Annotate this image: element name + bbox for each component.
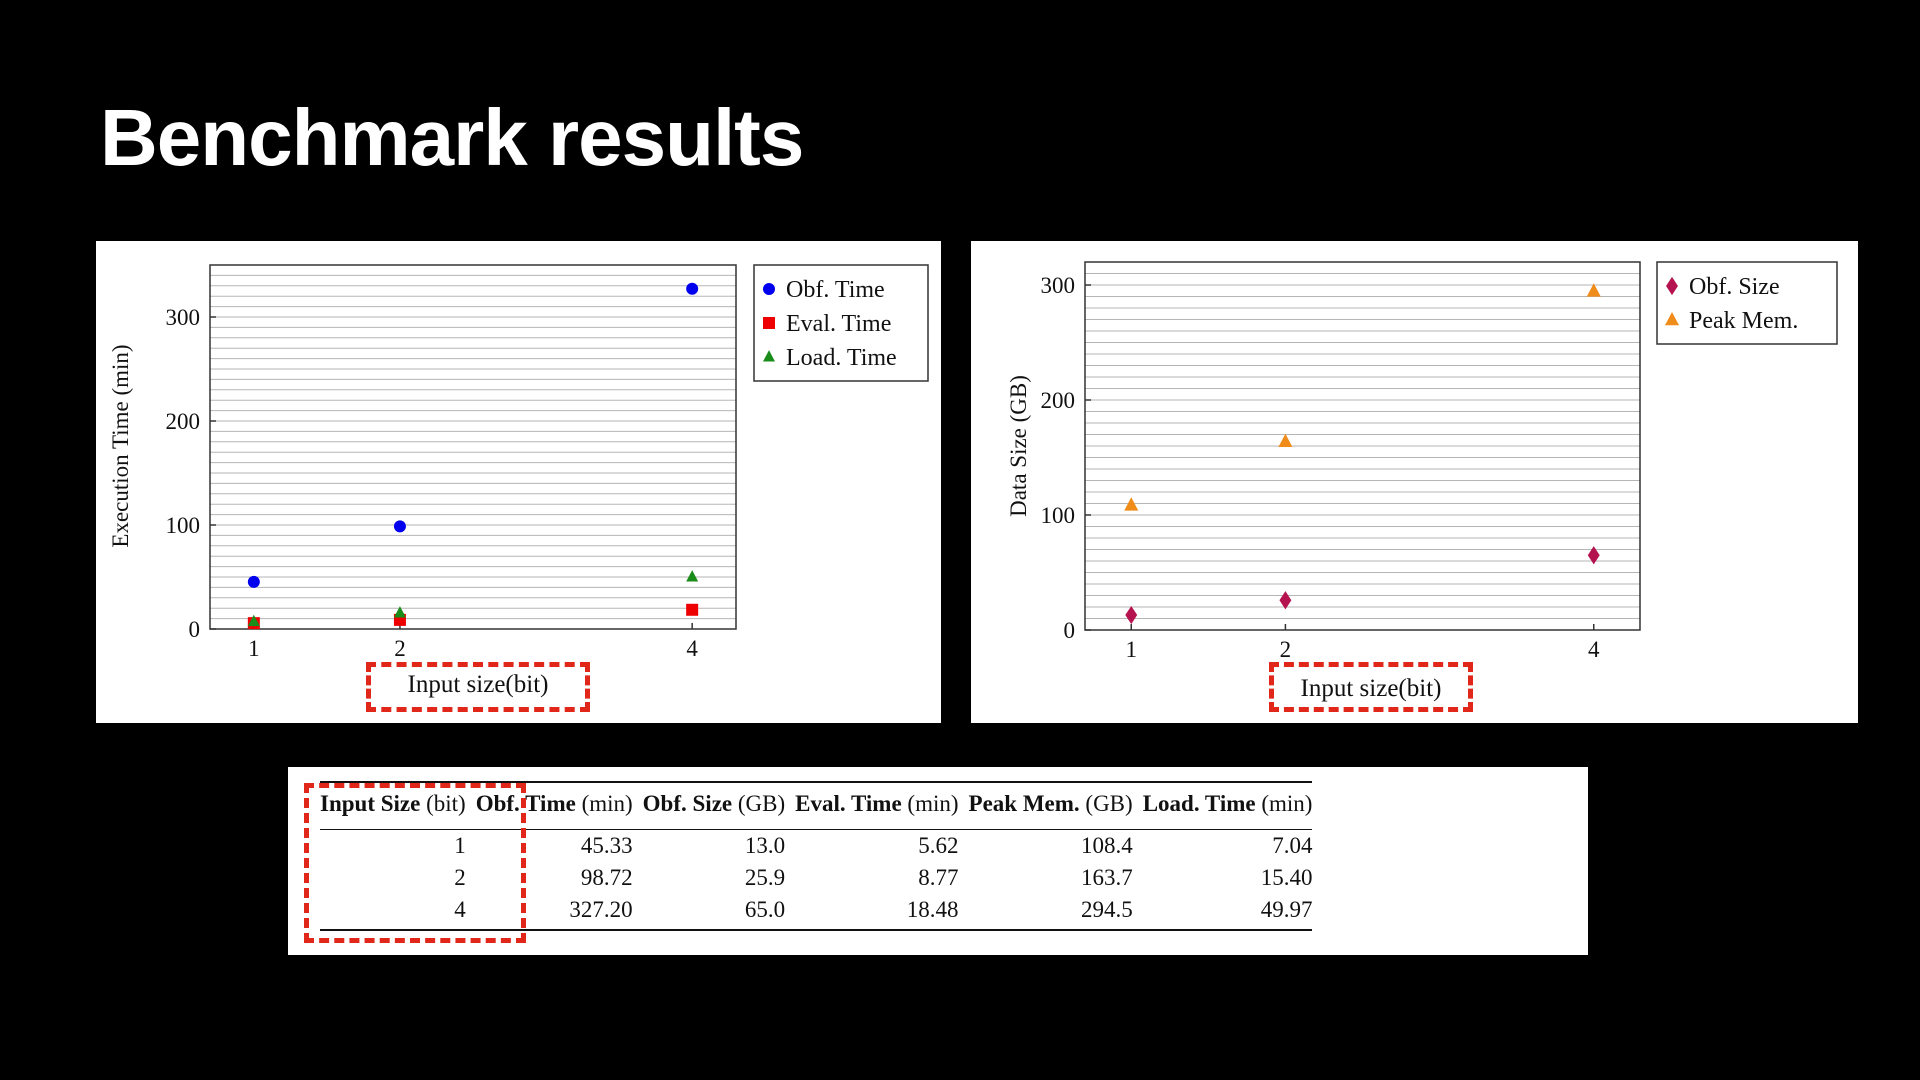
- data-point-load-time: [247, 614, 260, 627]
- table-cell: 5.62: [918, 833, 959, 858]
- legend-marker: [763, 283, 775, 295]
- benchmark-table: Input Size (bit) Obf. Time (min) Obf. Size…: [320, 781, 1313, 931]
- header-unit: (bit): [420, 791, 466, 816]
- data-point-obf-time: [247, 575, 260, 588]
- table-header-cell: Load. Time (min): [1132, 781, 1313, 830]
- legend-label: Eval. Time: [786, 311, 891, 337]
- data-point-peak-mem: [1124, 497, 1139, 511]
- legend-marker: [1665, 311, 1679, 326]
- table-cell: 294.5: [958, 894, 1133, 931]
- header-name: Eval. Time: [795, 791, 902, 816]
- legend-box: [1656, 261, 1838, 345]
- legend-marker: [763, 317, 775, 329]
- table-header-cell: Obf. Size (GB): [632, 781, 786, 830]
- legend-label: Obf. Size: [1689, 274, 1780, 300]
- data-point-obf-size: [1587, 546, 1600, 565]
- table-header-cell: Eval. Time (min): [785, 781, 959, 830]
- table-row: 2 98.72 25.9 8.77 163.7 15.40: [320, 862, 1312, 894]
- table-cell: 98.72: [580, 865, 633, 890]
- header-unit: (min): [575, 791, 633, 816]
- y-axis-label: Data Size (GB): [1006, 375, 1031, 517]
- table-cell: 45.33: [580, 833, 633, 858]
- data-point-obf-time: [393, 520, 406, 533]
- table-header-cell: Input Size (bit): [320, 781, 466, 830]
- table-cell: 65.0: [632, 894, 786, 931]
- data-point-load-time: [686, 570, 699, 582]
- y-tick-label: 0: [189, 617, 201, 642]
- x-axis-label: Input size(bit): [408, 671, 549, 698]
- data-point-peak-mem: [1278, 433, 1293, 447]
- y-tick-label: 300: [1041, 273, 1076, 298]
- x-tick-label: 4: [1588, 637, 1600, 662]
- table-cell: 108.4: [1080, 833, 1133, 858]
- table-cell: 4: [320, 894, 466, 931]
- header-name: Load. Time: [1142, 791, 1256, 816]
- table-cell: 18.48: [785, 894, 959, 931]
- header-name: Input Size: [320, 791, 421, 816]
- benchmark-table-panel: Input Size (bit) Obf. Time (min) Obf. Size…: [288, 767, 1588, 955]
- data-point-peak-mem: [1586, 283, 1601, 297]
- data-point-obf-size: [1125, 605, 1138, 625]
- data-size-chart: 0 100 200 300 1 2 4 Data Size (GB) Input size(bi…: [1006, 261, 1838, 702]
- data-point-eval-time: [686, 603, 699, 616]
- legend-label: Obf. Time: [786, 277, 885, 303]
- execution-time-chart: 0 100 200 300 1 2 4 Execution Time (min) Input s…: [108, 264, 929, 698]
- x-tick-label: 4: [686, 636, 698, 661]
- table-cell: 163.7: [1080, 865, 1133, 890]
- table-header-cell: Peak Mem. (GB): [958, 781, 1133, 830]
- table-cell: 15.40: [1260, 865, 1313, 890]
- table-cell: 2: [454, 865, 466, 890]
- table-cell: 1: [454, 833, 466, 858]
- xlabel-highlight-box: [366, 662, 590, 712]
- y-tick-label: 100: [166, 513, 201, 538]
- table-cell: 327.20: [465, 894, 633, 931]
- table-cell: 25.9: [744, 865, 786, 890]
- data-size-chart-panel: 0 100 200 300 1 2 4 Data Size (GB) Input size(bi…: [971, 241, 1858, 723]
- x-axis-label: Input size(bit): [1301, 675, 1442, 702]
- table-cell: 7.04: [1272, 833, 1313, 858]
- table-cell: 8.77: [918, 865, 959, 890]
- header-name: Peak Mem.: [968, 791, 1080, 816]
- header-name: Obf. Size: [642, 791, 733, 816]
- table-cell: 49.97: [1132, 894, 1313, 931]
- y-tick-label: 300: [166, 305, 201, 330]
- table-header-row: Input Size (bit) Obf. Time (min) Obf. Size…: [320, 781, 1313, 830]
- header-unit: (GB): [1079, 791, 1133, 816]
- xlabel-highlight-box: [1269, 662, 1473, 712]
- x-tick-label: 1: [248, 636, 259, 661]
- legend-label: Load. Time: [786, 345, 897, 371]
- legend-box: [753, 264, 929, 382]
- execution-time-chart-panel: 0 100 200 300 1 2 4 Execution Time (min) Input s…: [96, 241, 941, 723]
- data-point-load-time: [393, 606, 406, 618]
- legend-label: Peak Mem.: [1689, 308, 1798, 334]
- header-unit: (min): [1255, 791, 1313, 816]
- legend-marker: [1666, 276, 1678, 296]
- x-tick-label: 1: [1126, 637, 1138, 662]
- legend-marker: [763, 350, 775, 362]
- y-tick-label: 200: [1041, 388, 1076, 413]
- x-tick-label: 2: [394, 636, 406, 661]
- table-header-cell: Obf. Time (min): [465, 781, 633, 830]
- header-unit: (GB): [732, 791, 786, 816]
- header-unit: (min): [901, 791, 959, 816]
- slide-title: Benchmark results: [100, 93, 804, 182]
- y-tick-label: 100: [1041, 503, 1076, 528]
- table-row: 1 45.33 13.0 5.62 108.4 7.04: [320, 830, 1312, 863]
- table-row: 4 327.20 65.0 18.48 294.5 49.97: [320, 894, 1313, 931]
- x-tick-label: 2: [1280, 637, 1292, 662]
- plot-frame: [1084, 261, 1641, 631]
- y-tick-label: 200: [166, 409, 201, 434]
- input-size-column-highlight: [304, 783, 526, 943]
- y-axis-label: Execution Time (min): [108, 344, 133, 547]
- data-point-obf-time: [686, 282, 699, 295]
- table-cell: 13.0: [744, 833, 786, 858]
- y-tick-label: 0: [1064, 618, 1076, 643]
- plot-frame: [209, 264, 737, 630]
